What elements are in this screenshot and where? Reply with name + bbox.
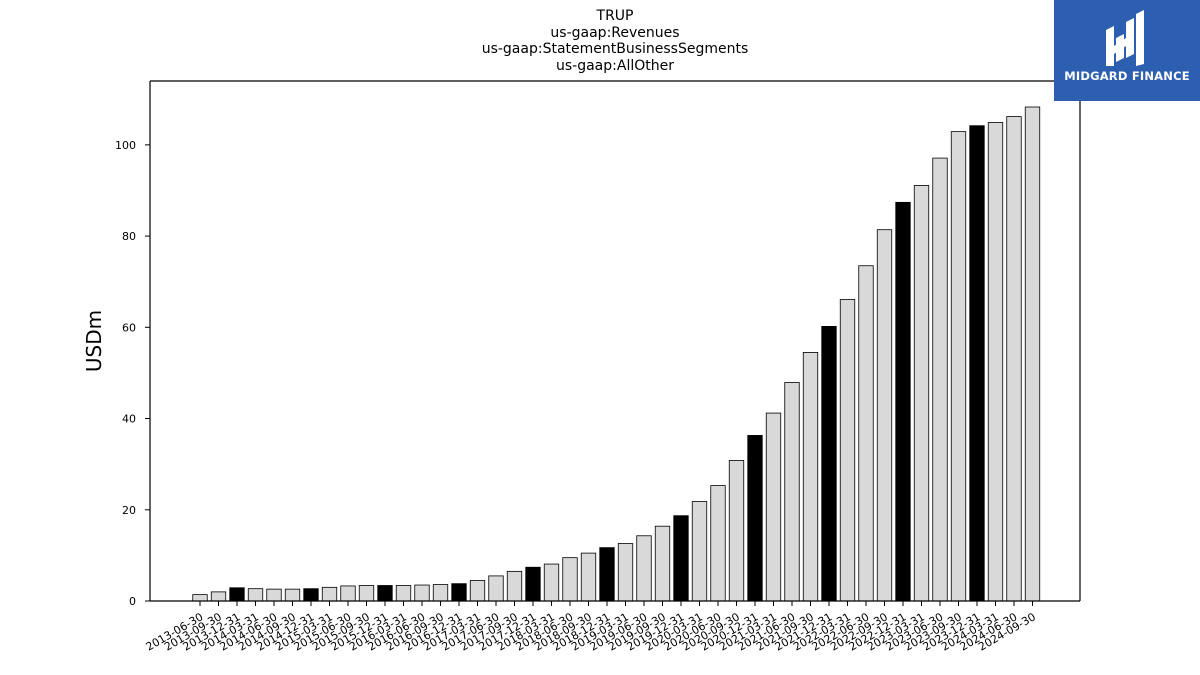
bar-2018-03-31	[543, 563, 560, 602]
midgard-finance-logo: MIDGARD FINANCE	[1054, 0, 1200, 101]
bar-2020-06-30	[710, 485, 726, 602]
bar-2018-09-30	[580, 552, 597, 602]
bar-2023-03-31	[913, 185, 930, 602]
y-tick-label-20: 20	[122, 504, 136, 517]
bar-2016-12-31	[451, 583, 467, 602]
bar-2022-03-31	[839, 299, 856, 602]
chart-title-line-3: us-gaap:StatementBusinessSegments	[481, 41, 749, 57]
bar-2020-03-31	[691, 501, 708, 602]
bar-2016-09-30	[432, 584, 449, 602]
bar-2016-03-31	[395, 585, 412, 602]
chart-title-line-4: us-gaap:AllOther	[556, 57, 674, 74]
bar-2021-06-30	[784, 382, 800, 602]
chart-title-line-2: us-gaap:Revenues	[550, 24, 680, 41]
bar-2017-06-30	[488, 575, 504, 602]
bar-2013-09-30	[210, 591, 227, 602]
y-axis-label: USDm	[82, 310, 106, 372]
bar-2021-03-31	[765, 412, 782, 602]
y-tick-label-40: 40	[122, 413, 136, 426]
y-tick-label-100: 100	[115, 139, 136, 152]
bar-2022-09-30	[876, 229, 893, 602]
chart-title-line-1: TRUP	[596, 8, 634, 24]
bar-2021-12-31	[821, 326, 837, 602]
bar-2017-12-31	[525, 566, 541, 602]
bar-2014-03-31	[247, 588, 264, 602]
bar-2018-12-31	[599, 547, 615, 602]
bar-2013-12-31	[229, 587, 245, 602]
bar-2024-03-31	[987, 122, 1004, 602]
bar-2019-09-30	[654, 525, 671, 602]
logo-text: MIDGARD FINANCE	[1064, 69, 1190, 83]
y-tick-label-0: 0	[129, 595, 136, 608]
bar-2023-09-30	[950, 131, 967, 602]
y-tick-label-60: 60	[122, 321, 136, 334]
bar-2019-06-30	[636, 535, 652, 602]
bar-2024-09-30	[1024, 106, 1041, 602]
bar-2017-09-30	[506, 570, 523, 602]
bar-2015-12-31	[377, 585, 393, 602]
chart-title: TRUP us-gaap:Revenues us-gaap:StatementB…	[415, 8, 815, 74]
bar-2013-06-30	[192, 594, 208, 602]
bar-2022-06-30	[858, 265, 874, 602]
bar-2014-09-30	[284, 588, 301, 602]
bar-2014-12-31	[303, 588, 319, 602]
bar-2024-06-30	[1006, 116, 1022, 602]
bar-2015-06-30	[340, 585, 356, 602]
bar-2019-03-31	[617, 543, 634, 602]
bar-2015-09-30	[358, 585, 375, 602]
bar-2016-06-30	[414, 584, 430, 602]
bar-2017-03-31	[469, 580, 486, 602]
y-tick-label-80: 80	[122, 230, 136, 243]
bar-2020-09-30	[728, 460, 745, 602]
bar-2020-12-31	[747, 435, 763, 602]
bar-2018-06-30	[562, 557, 578, 602]
bar-2022-12-31	[895, 201, 911, 602]
bar-2019-12-31	[673, 515, 689, 602]
bar-2014-06-30	[266, 588, 282, 602]
bar-2021-09-30	[802, 352, 819, 602]
bar-2015-03-31	[321, 586, 338, 602]
bar-2023-06-30	[932, 157, 948, 602]
bar-2023-12-31	[969, 125, 985, 602]
midgard-logo-icon	[1106, 10, 1144, 66]
